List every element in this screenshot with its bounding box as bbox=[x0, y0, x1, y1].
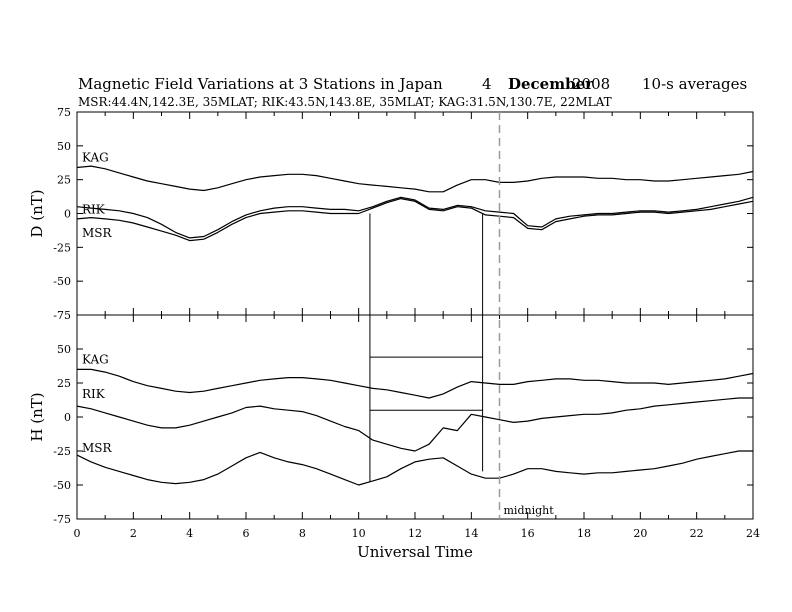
x-tick-label: 4 bbox=[186, 527, 193, 540]
h-series-msr bbox=[76, 450, 753, 486]
d-ytick-label: 0 bbox=[64, 208, 71, 221]
x-tick-label: 24 bbox=[746, 527, 760, 540]
x-tick-label: 20 bbox=[633, 527, 647, 540]
x-tick-label: 0 bbox=[74, 527, 81, 540]
horizontal-panel: 50 25 0 -25 -50 -75 H (nT) KAG RIK MSR bbox=[28, 314, 754, 526]
d-ytick-label: -75 bbox=[53, 309, 71, 322]
title-averaging: 10-s averages bbox=[642, 75, 747, 93]
midnight-label: midnight bbox=[504, 504, 555, 517]
x-tick-label: 8 bbox=[299, 527, 306, 540]
x-tick-label: 6 bbox=[243, 527, 250, 540]
h-ytick-label: -75 bbox=[53, 513, 71, 526]
d-label-rik: RIK bbox=[82, 203, 106, 217]
declination-panel: 75 50 25 0 -25 -50 -75 D (nT) KAG RIK MSR bbox=[28, 106, 754, 322]
x-tick-label: 16 bbox=[521, 527, 535, 540]
d-ytick-label: -25 bbox=[53, 241, 71, 254]
d-label-msr: MSR bbox=[82, 226, 113, 240]
h-ytick-label: 0 bbox=[64, 411, 71, 424]
x-tick-label: 22 bbox=[690, 527, 704, 540]
d-ytick-label: 25 bbox=[57, 174, 71, 187]
x-tick-label: 14 bbox=[464, 527, 478, 540]
chart-title: Magnetic Field Variations at 3 Stations … bbox=[78, 75, 443, 93]
h-ytick-label: 50 bbox=[57, 343, 71, 356]
title-day: 4 bbox=[482, 75, 492, 93]
x-axis-title: Universal Time bbox=[357, 543, 473, 561]
title-month: December bbox=[508, 75, 594, 93]
d-ytick-label: -50 bbox=[53, 275, 71, 288]
d-series-rik bbox=[76, 196, 754, 239]
x-tick-label: 10 bbox=[352, 527, 366, 540]
chart-subtitle: MSR:44.4N,142.3E, 35MLAT; RIK:43.5N,143.… bbox=[78, 95, 612, 109]
x-tick-label: 18 bbox=[577, 527, 591, 540]
d-axis-title: D (nT) bbox=[28, 189, 46, 237]
h-label-kag: KAG bbox=[82, 352, 109, 366]
title-year: 2008 bbox=[572, 75, 610, 93]
d-ytick-label: 50 bbox=[57, 140, 71, 153]
x-tick-label: 2 bbox=[130, 527, 137, 540]
d-series-kag bbox=[76, 165, 754, 193]
d-ytick-label: 75 bbox=[57, 106, 71, 119]
d-series-msr bbox=[76, 198, 754, 242]
h-ytick-label: 25 bbox=[57, 377, 71, 390]
h-series-kag bbox=[77, 368, 754, 399]
h-panel-frame bbox=[76, 314, 754, 520]
x-tick-label: 12 bbox=[408, 527, 422, 540]
h-axis-title: H (nT) bbox=[28, 392, 46, 441]
h-ytick-label: -25 bbox=[53, 445, 71, 458]
h-label-rik: RIK bbox=[82, 387, 106, 401]
d-panel-frame bbox=[76, 111, 754, 316]
h-ytick-label: -50 bbox=[53, 479, 71, 492]
h-series-rik bbox=[76, 397, 753, 452]
h-label-msr: MSR bbox=[82, 441, 113, 455]
d-label-kag: KAG bbox=[82, 150, 109, 164]
